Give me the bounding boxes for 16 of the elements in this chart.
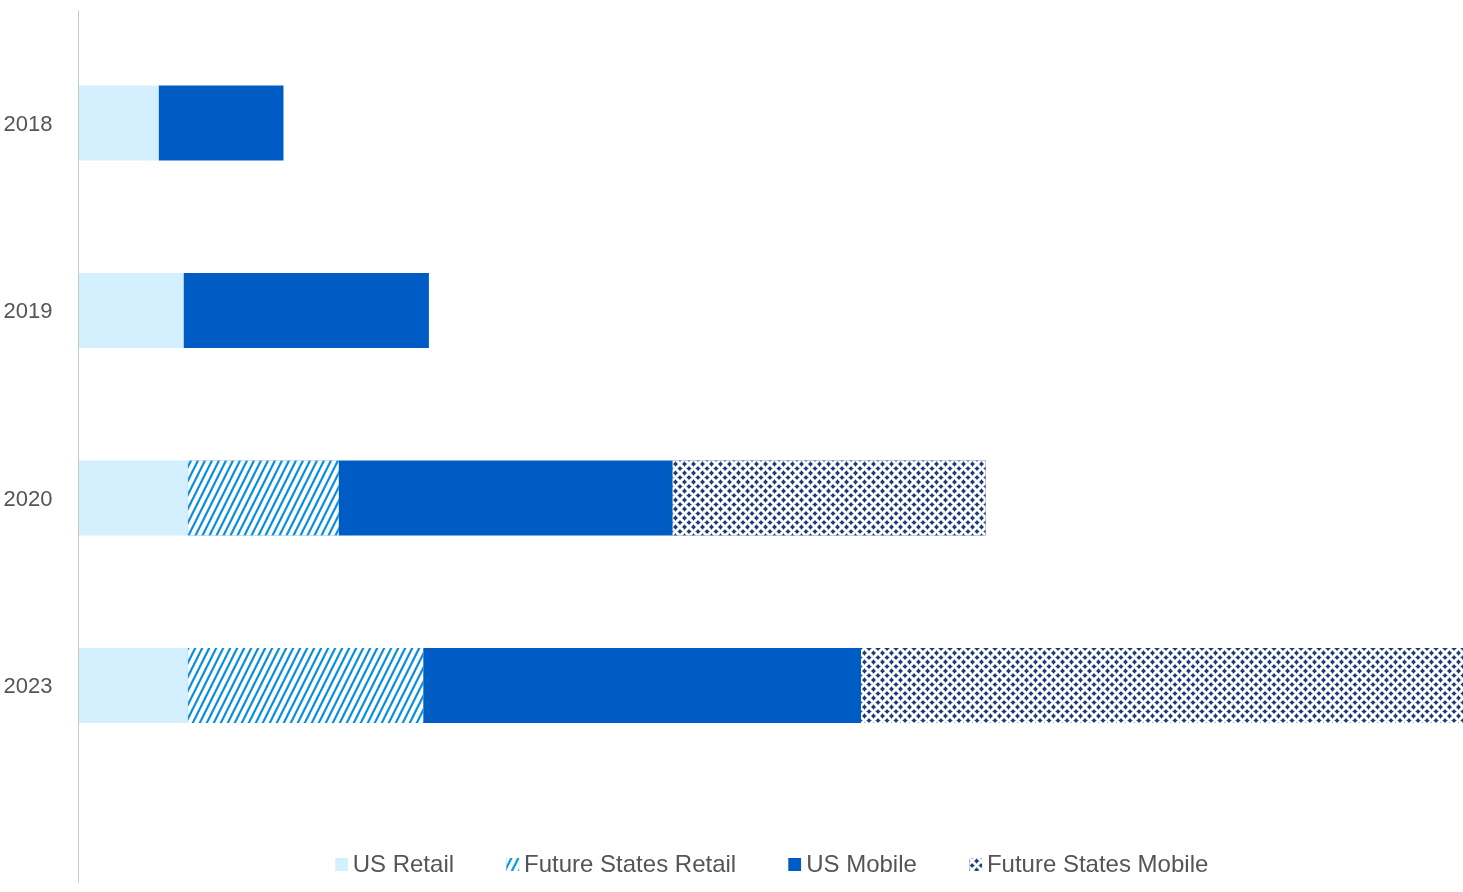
legend-label: Future States Mobile <box>986 850 1209 878</box>
y-tick-label: 2023 <box>3 673 53 699</box>
bar <box>338 460 673 536</box>
bar <box>78 273 184 349</box>
legend-label: US Mobile <box>806 850 917 878</box>
legend-label: Future States Retail <box>524 850 737 878</box>
bar <box>423 648 862 724</box>
bar <box>78 85 159 161</box>
bar <box>78 648 188 724</box>
y-tick-label: 2018 <box>3 110 53 136</box>
bar <box>183 273 429 349</box>
y-tick-label: 2020 <box>3 485 53 511</box>
legend-label: US Retail <box>352 850 455 878</box>
bar <box>158 85 284 161</box>
bar <box>78 460 188 536</box>
y-tick-label: 2019 <box>3 298 53 324</box>
